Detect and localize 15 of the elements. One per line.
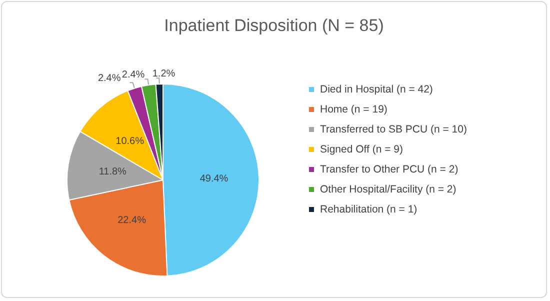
legend-label: Rehabilitation (n = 1): [320, 204, 418, 216]
data-label: 2.4%: [98, 73, 121, 84]
data-label: 22.4%: [118, 214, 146, 226]
data-label: 1.2%: [152, 68, 176, 80]
chart-title: Inpatient Disposition (N = 85): [164, 16, 384, 35]
legend-label: Transferred to SB PCU (n = 10): [320, 124, 467, 136]
legend-label: Other Hospital/Facility (n = 2): [320, 184, 456, 196]
legend-label: Died in Hospital (n = 42): [320, 84, 433, 96]
legend-label: Home (n = 19): [320, 104, 388, 116]
data-label: 11.8%: [98, 166, 127, 178]
data-label: 2.4%: [122, 70, 145, 81]
legend-label: Signed Off (n = 9): [320, 144, 403, 156]
data-label: 49.4%: [200, 173, 228, 184]
legend-label: Transfer to Other PCU (n = 2): [320, 164, 458, 176]
data-label: 10.6%: [116, 136, 144, 147]
